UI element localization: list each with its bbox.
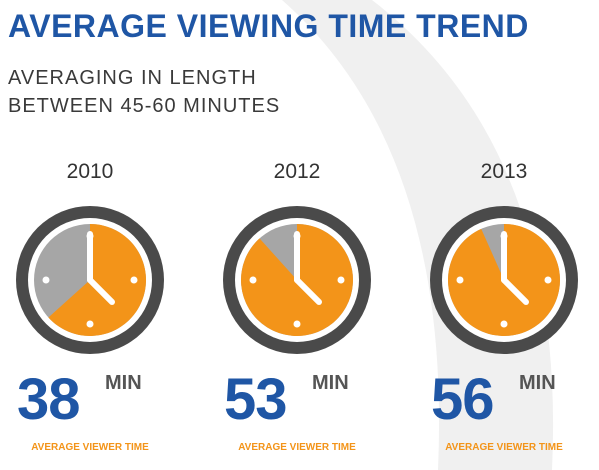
hour-marker — [500, 320, 508, 328]
chart-subtitle: AVERAGING IN LENGTH BETWEEN 45-60 MINUTE… — [8, 64, 280, 120]
hour-hand — [501, 277, 529, 305]
caption-label: AVERAGE VIEWER TIME — [238, 442, 356, 453]
clock-panel: 2010 38 MIN AVERAGE VIEWER TIME — [5, 160, 175, 460]
hour-marker — [337, 276, 345, 284]
hour-marker — [293, 320, 301, 328]
value-number: 38 — [17, 367, 81, 432]
caption-label: AVERAGE VIEWER TIME — [31, 442, 149, 453]
value-label: 38 MIN — [17, 370, 167, 430]
clock-panel: 2012 53 MIN AVERAGE VIEWER TIME — [212, 160, 382, 460]
hour-marker — [130, 276, 138, 284]
value-number: 53 — [224, 367, 288, 432]
value-unit: MIN — [519, 372, 556, 394]
clock-icon — [223, 206, 371, 354]
hour-marker — [456, 276, 464, 284]
caption-label: AVERAGE VIEWER TIME — [445, 442, 563, 453]
hour-hand — [294, 277, 322, 305]
year-label: 2012 — [273, 160, 321, 183]
value-number: 56 — [431, 367, 495, 432]
year-label: 2010 — [66, 160, 114, 183]
value-label: 53 MIN — [224, 370, 374, 430]
value-unit: MIN — [312, 372, 349, 394]
hour-marker — [86, 320, 94, 328]
value-label: 56 MIN — [431, 370, 581, 430]
chart-title: AVERAGE VIEWING TIME TREND — [8, 8, 529, 44]
subtitle-line-2: BETWEEN 45-60 MINUTES — [8, 95, 281, 117]
clock-icon — [16, 206, 164, 354]
value-slice — [48, 224, 146, 336]
value-unit: MIN — [105, 372, 142, 394]
year-label: 2013 — [480, 160, 528, 183]
subtitle-line-1: AVERAGING IN LENGTH — [8, 67, 257, 89]
clock-panel: 2013 56 MIN AVERAGE VIEWER TIME — [419, 160, 589, 460]
hour-marker — [42, 276, 50, 284]
hour-hand — [87, 277, 115, 305]
hour-marker — [249, 276, 257, 284]
hour-marker — [544, 276, 552, 284]
clock-icon — [430, 206, 578, 354]
